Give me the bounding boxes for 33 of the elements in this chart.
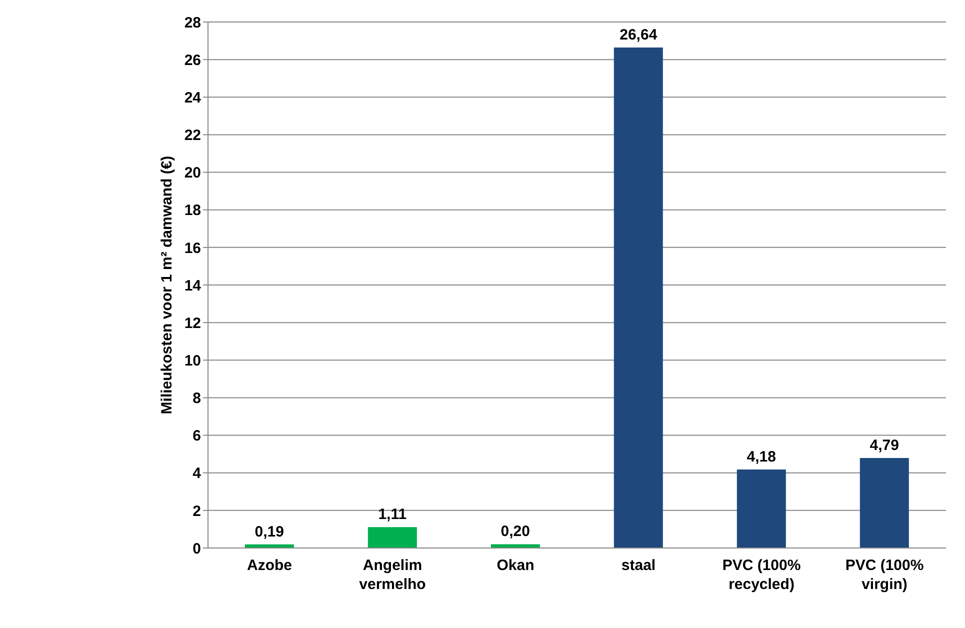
x-tick-label: staal [621, 557, 656, 574]
bar [860, 458, 909, 548]
y-tick-label: 28 [184, 14, 201, 32]
y-tick-label: 2 [192, 502, 201, 520]
data-label: 4,18 [746, 448, 776, 466]
y-tick-label: 26 [184, 52, 201, 69]
y-tick-label: 14 [184, 277, 202, 294]
bar [736, 469, 786, 548]
y-tick-label: 22 [184, 127, 201, 144]
y-tick-label: 6 [192, 428, 201, 445]
data-label: 1,11 [378, 506, 407, 524]
y-tick-label: 0 [192, 540, 201, 558]
y-tick-label: 18 [184, 202, 201, 220]
bar [368, 527, 417, 548]
data-label: 0,20 [500, 523, 530, 540]
data-label: 4,79 [870, 437, 899, 454]
bar [490, 544, 540, 548]
y-tick-label: 10 [184, 352, 201, 370]
x-tick-label: PVC (100% virgin) [845, 557, 924, 593]
y-tick-label: 12 [184, 314, 201, 332]
bar [614, 48, 663, 548]
y-tick-label: 8 [192, 390, 201, 408]
data-label: 26,64 [620, 26, 658, 44]
x-tick-label: Okan [496, 557, 534, 574]
y-tick-label: 24 [184, 89, 202, 106]
x-tick-label: PVC (100% recycled) [722, 557, 801, 593]
data-label: 0,19 [254, 523, 284, 540]
y-tick-label: 4 [192, 465, 202, 482]
y-tick-label: 16 [184, 240, 201, 257]
x-tick-label: Azobe [247, 557, 292, 574]
x-tick-label: Angelim vermelho [359, 557, 426, 593]
y-axis-title: Milieukosten voor 1 m² damwand (€) [158, 156, 176, 414]
y-tick-label: 20 [184, 164, 201, 182]
